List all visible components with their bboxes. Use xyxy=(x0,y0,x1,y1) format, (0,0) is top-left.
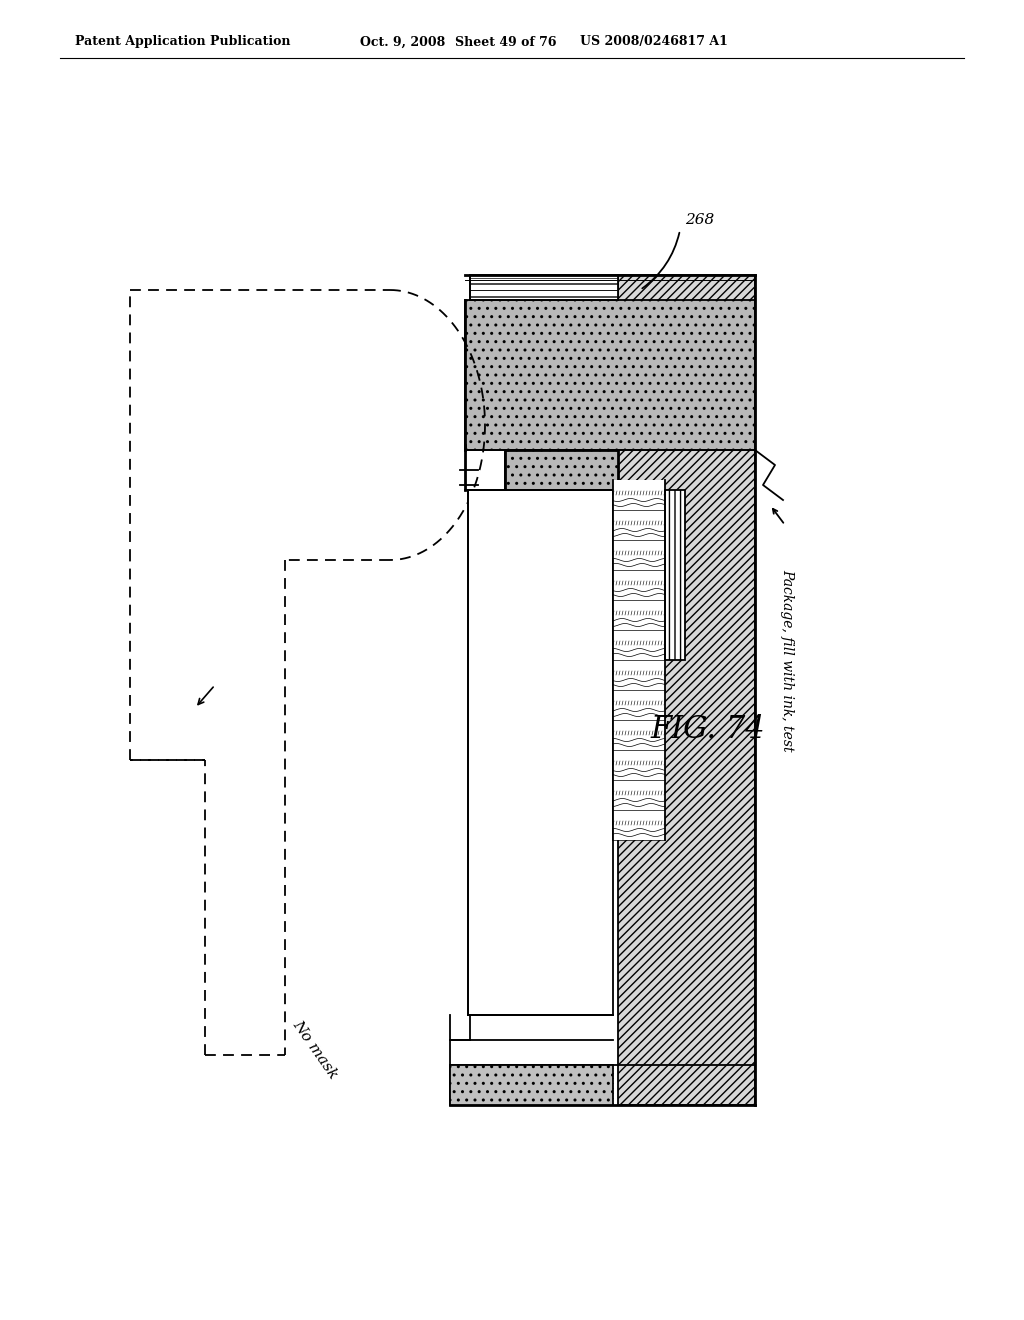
Bar xyxy=(618,275,755,1105)
Text: No mask: No mask xyxy=(290,1018,341,1082)
Text: US 2008/0246817 A1: US 2008/0246817 A1 xyxy=(580,36,728,49)
Bar xyxy=(470,275,618,300)
Bar xyxy=(665,490,685,660)
Text: 268: 268 xyxy=(685,213,715,227)
Text: Sheet 49 of 76: Sheet 49 of 76 xyxy=(455,36,556,49)
Bar xyxy=(450,1065,613,1105)
Bar xyxy=(468,490,613,1015)
Bar xyxy=(465,300,755,450)
Text: Package, fill with ink, test: Package, fill with ink, test xyxy=(780,569,794,751)
Text: Oct. 9, 2008: Oct. 9, 2008 xyxy=(360,36,445,49)
Text: Patent Application Publication: Patent Application Publication xyxy=(75,36,291,49)
Text: FIG. 74: FIG. 74 xyxy=(650,714,765,746)
Bar xyxy=(613,480,665,840)
Bar xyxy=(505,450,618,490)
